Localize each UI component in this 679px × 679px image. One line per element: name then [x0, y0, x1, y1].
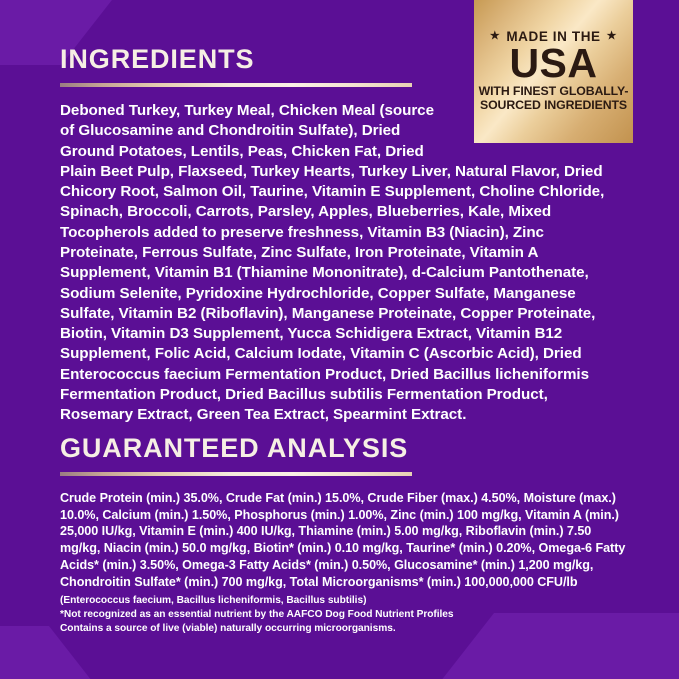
ingredients-section: INGREDIENTS Deboned Turkey, Turkey Meal,… — [60, 46, 620, 426]
badge-text-wrap-spacer — [438, 101, 620, 157]
footnote-line: *Not recognized as an essential nutrient… — [60, 609, 454, 621]
guaranteed-analysis-divider — [60, 472, 412, 476]
guaranteed-analysis-text-wrapper: Crude Protein (min.) 35.0%, Crude Fat (m… — [60, 490, 626, 636]
ingredients-body-content: Deboned Turkey, Turkey Meal, Chicken Mea… — [60, 102, 605, 424]
badge-made-in-the-line: ★ MADE IN THE ★ — [490, 29, 617, 44]
badge-usa-text: USA — [509, 39, 598, 86]
star-icon-right: ★ — [606, 29, 618, 42]
badge-subtext-line-2: SOURCED INGREDIENTS — [479, 98, 628, 113]
ingredients-heading: INGREDIENTS — [60, 44, 255, 74]
footnote-line: Contains a source of live (viable) natur… — [60, 623, 396, 635]
ingredients-divider — [60, 83, 412, 87]
ingredients-text-wrapper: Deboned Turkey, Turkey Meal, Chicken Mea… — [60, 101, 620, 426]
made-in-usa-badge: ★ MADE IN THE ★ USA WITH FINEST GLOBALLY… — [474, 0, 633, 143]
footnotes-group: (Enterococcus faecium, Bacillus lichenif… — [60, 594, 626, 636]
footnote-line: (Enterococcus faecium, Bacillus lichenif… — [60, 595, 367, 607]
badge-subtext-line-1: WITH FINEST GLOBALLY- — [478, 84, 629, 99]
guaranteed-analysis-section: GUARANTEED ANALYSIS Crude Protein (min.)… — [60, 435, 626, 636]
guaranteed-analysis-heading: GUARANTEED ANALYSIS — [60, 433, 409, 463]
ingredients-body-text: Deboned Turkey, Turkey Meal, Chicken Mea… — [60, 101, 620, 426]
badge-made-in-the-text: MADE IN THE — [506, 28, 601, 44]
star-icon-left: ★ — [489, 29, 501, 42]
guaranteed-analysis-body-text: Crude Protein (min.) 35.0%, Crude Fat (m… — [60, 491, 626, 589]
